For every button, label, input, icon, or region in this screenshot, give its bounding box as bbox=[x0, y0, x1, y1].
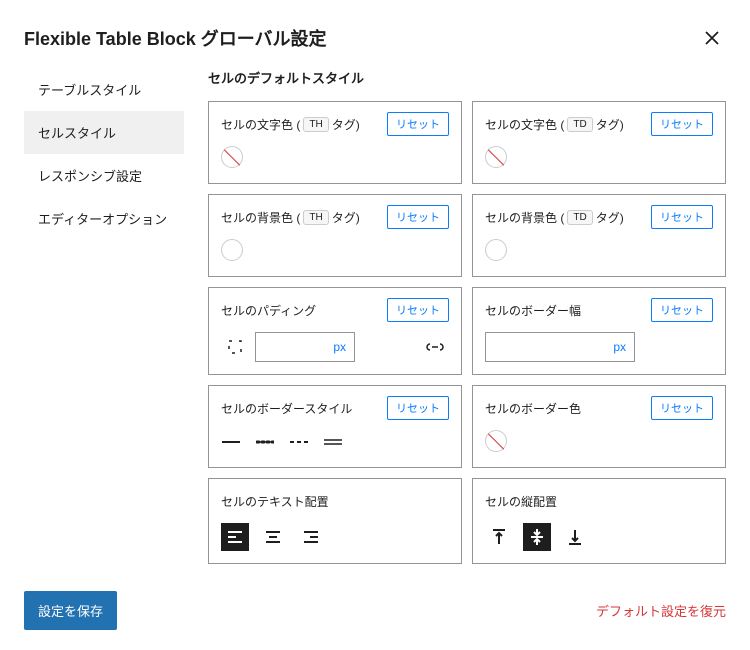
reset-button[interactable]: リセット bbox=[651, 112, 713, 136]
label-prefix: セルの背景色 ( bbox=[221, 209, 300, 226]
align-right-button[interactable] bbox=[297, 523, 325, 551]
label-border-width: セルのボーダー幅 bbox=[485, 302, 581, 319]
card-border-style: セルのボーダースタイル リセット bbox=[208, 385, 462, 468]
label-suffix: タグ) bbox=[332, 116, 360, 133]
valign-top-button[interactable] bbox=[485, 523, 513, 551]
card-text-color-td: セルの文字色 ( TD タグ) リセット bbox=[472, 101, 726, 184]
modal-title: Flexible Table Block グローバル設定 bbox=[24, 25, 327, 51]
color-swatch-none[interactable] bbox=[221, 146, 243, 168]
align-center-button[interactable] bbox=[259, 523, 287, 551]
label-prefix: セルの文字色 ( bbox=[221, 116, 300, 133]
align-left-icon bbox=[226, 530, 244, 544]
unit-label: px bbox=[333, 340, 346, 354]
card-border-width: セルのボーダー幅 リセット px bbox=[472, 287, 726, 375]
label-padding: セルのパディング bbox=[221, 302, 316, 319]
reset-button[interactable]: リセット bbox=[651, 298, 713, 322]
border-dashed-button[interactable] bbox=[289, 432, 309, 452]
label-text-color-td: セルの文字色 ( TD タグ) bbox=[485, 116, 624, 133]
restore-defaults-link[interactable]: デフォルト設定を復元 bbox=[596, 601, 726, 620]
double-icon bbox=[324, 439, 342, 445]
link-icon bbox=[426, 338, 444, 356]
reset-button[interactable]: リセット bbox=[651, 205, 713, 229]
reset-button[interactable]: リセット bbox=[387, 298, 449, 322]
color-swatch-none[interactable] bbox=[485, 146, 507, 168]
align-center-icon bbox=[264, 530, 282, 544]
label-text-align: セルのテキスト配置 bbox=[221, 493, 329, 510]
unit-label: px bbox=[613, 340, 626, 354]
border-width-input[interactable]: px bbox=[485, 332, 635, 362]
padding-input[interactable]: px bbox=[255, 332, 355, 362]
color-swatch[interactable] bbox=[485, 239, 507, 261]
border-solid-button[interactable] bbox=[221, 432, 241, 452]
sidebar: テーブルスタイル セルスタイル レスポンシブ設定 エディターオプション bbox=[24, 68, 184, 563]
tag-th: TH bbox=[303, 117, 328, 132]
section-title: セルのデフォルトスタイル bbox=[208, 68, 726, 87]
close-icon bbox=[702, 28, 722, 48]
align-left-button[interactable] bbox=[221, 523, 249, 551]
tag-td: TD bbox=[567, 210, 592, 225]
solid-icon bbox=[222, 440, 240, 444]
valign-middle-icon bbox=[530, 528, 544, 546]
label-border-color: セルのボーダー色 bbox=[485, 400, 581, 417]
reset-button[interactable]: リセット bbox=[651, 396, 713, 420]
valign-middle-button[interactable] bbox=[523, 523, 551, 551]
reset-button[interactable]: リセット bbox=[387, 112, 449, 136]
sidebar-item-responsive[interactable]: レスポンシブ設定 bbox=[24, 154, 184, 197]
link-sides-button[interactable] bbox=[421, 333, 449, 361]
valign-bottom-icon bbox=[568, 528, 582, 546]
color-swatch[interactable] bbox=[221, 239, 243, 261]
card-bg-color-td: セルの背景色 ( TD タグ) リセット bbox=[472, 194, 726, 277]
card-text-color-th: セルの文字色 ( TH タグ) リセット bbox=[208, 101, 462, 184]
sidebar-item-cell-style[interactable]: セルスタイル bbox=[24, 111, 184, 154]
align-right-icon bbox=[302, 530, 320, 544]
sidebar-item-editor-options[interactable]: エディターオプション bbox=[24, 197, 184, 240]
border-dotted-button[interactable] bbox=[255, 432, 275, 452]
label-suffix: タグ) bbox=[596, 209, 624, 226]
card-border-color: セルのボーダー色 リセット bbox=[472, 385, 726, 468]
label-suffix: タグ) bbox=[332, 209, 360, 226]
valign-top-icon bbox=[492, 528, 506, 546]
box-sides-button[interactable] bbox=[221, 333, 249, 361]
label-prefix: セルの文字色 ( bbox=[485, 116, 564, 133]
box-icon bbox=[226, 338, 244, 356]
color-swatch-none[interactable] bbox=[485, 430, 507, 452]
label-vertical-align: セルの縦配置 bbox=[485, 493, 557, 510]
dashed-icon bbox=[290, 440, 308, 444]
label-text-color-th: セルの文字色 ( TH タグ) bbox=[221, 116, 360, 133]
valign-bottom-button[interactable] bbox=[561, 523, 589, 551]
sidebar-item-table-style[interactable]: テーブルスタイル bbox=[24, 68, 184, 111]
card-padding: セルのパディング リセット px bbox=[208, 287, 462, 375]
border-double-button[interactable] bbox=[323, 432, 343, 452]
dotted-icon bbox=[256, 440, 274, 444]
close-button[interactable] bbox=[698, 24, 726, 52]
label-bg-color-td: セルの背景色 ( TD タグ) bbox=[485, 209, 624, 226]
label-suffix: タグ) bbox=[596, 116, 624, 133]
tag-td: TD bbox=[567, 117, 592, 132]
reset-button[interactable]: リセット bbox=[387, 396, 449, 420]
label-border-style: セルのボーダースタイル bbox=[221, 400, 352, 417]
card-vertical-align: セルの縦配置 bbox=[472, 478, 726, 564]
reset-button[interactable]: リセット bbox=[387, 205, 449, 229]
card-text-align: セルのテキスト配置 bbox=[208, 478, 462, 564]
label-prefix: セルの背景色 ( bbox=[485, 209, 564, 226]
save-button[interactable]: 設定を保存 bbox=[24, 591, 117, 630]
label-bg-color-th: セルの背景色 ( TH タグ) bbox=[221, 209, 360, 226]
card-bg-color-th: セルの背景色 ( TH タグ) リセット bbox=[208, 194, 462, 277]
tag-th: TH bbox=[303, 210, 328, 225]
